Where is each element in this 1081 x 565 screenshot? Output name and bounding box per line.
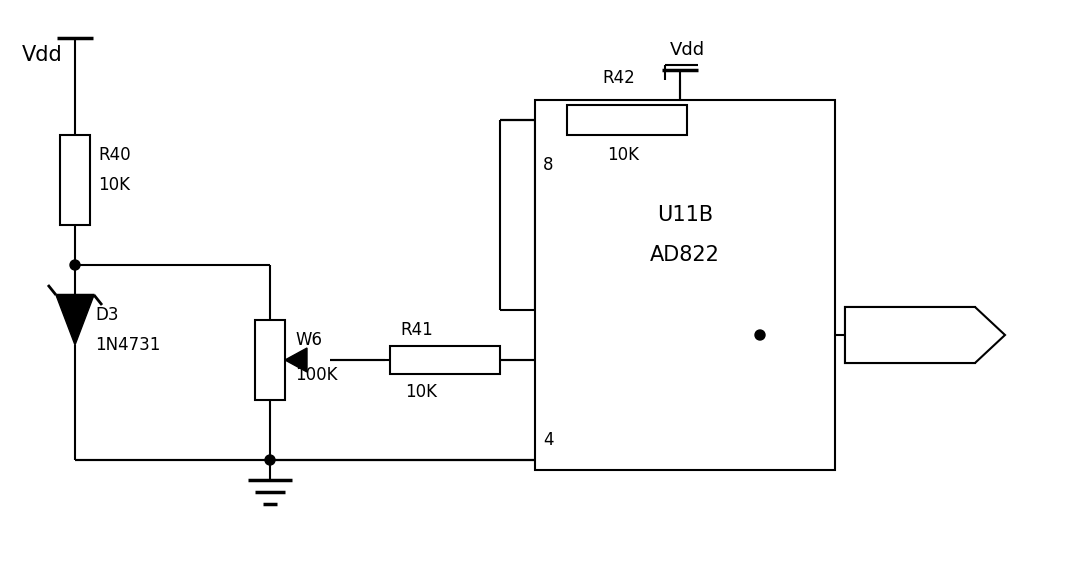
Bar <box>568 105 688 135</box>
Polygon shape <box>555 270 720 400</box>
Text: 7: 7 <box>725 326 735 344</box>
Polygon shape <box>56 295 94 345</box>
Text: AD822: AD822 <box>650 245 720 265</box>
Polygon shape <box>285 348 307 372</box>
Bar <box>845 307 975 363</box>
Polygon shape <box>845 307 1005 363</box>
Text: 4: 4 <box>543 431 553 449</box>
Text: CSet-out: CSet-out <box>857 326 929 344</box>
Text: 10K: 10K <box>405 383 437 401</box>
Bar <box>61 135 90 225</box>
Text: +: + <box>575 351 590 369</box>
Text: Vdd: Vdd <box>22 45 63 65</box>
Text: 10K: 10K <box>98 176 130 194</box>
Text: W6: W6 <box>295 331 322 349</box>
Bar <box>535 100 835 470</box>
Circle shape <box>265 455 275 465</box>
Text: 1N4731: 1N4731 <box>95 336 160 354</box>
Text: 10K: 10K <box>608 146 639 164</box>
Bar <box>255 320 285 400</box>
Text: D3: D3 <box>95 306 119 324</box>
Text: Vdd: Vdd <box>670 41 705 59</box>
Text: U11B: U11B <box>657 205 713 225</box>
Text: −: − <box>575 301 590 319</box>
Circle shape <box>755 330 765 340</box>
Text: R42: R42 <box>602 69 635 87</box>
Text: 5: 5 <box>540 351 550 369</box>
Circle shape <box>70 260 80 270</box>
Text: 6: 6 <box>540 301 550 319</box>
Bar <box>390 346 501 374</box>
Text: 100K: 100K <box>295 366 337 384</box>
Text: R40: R40 <box>98 146 131 164</box>
Text: R41: R41 <box>400 321 432 339</box>
Polygon shape <box>555 257 720 417</box>
Text: 8: 8 <box>543 156 553 174</box>
